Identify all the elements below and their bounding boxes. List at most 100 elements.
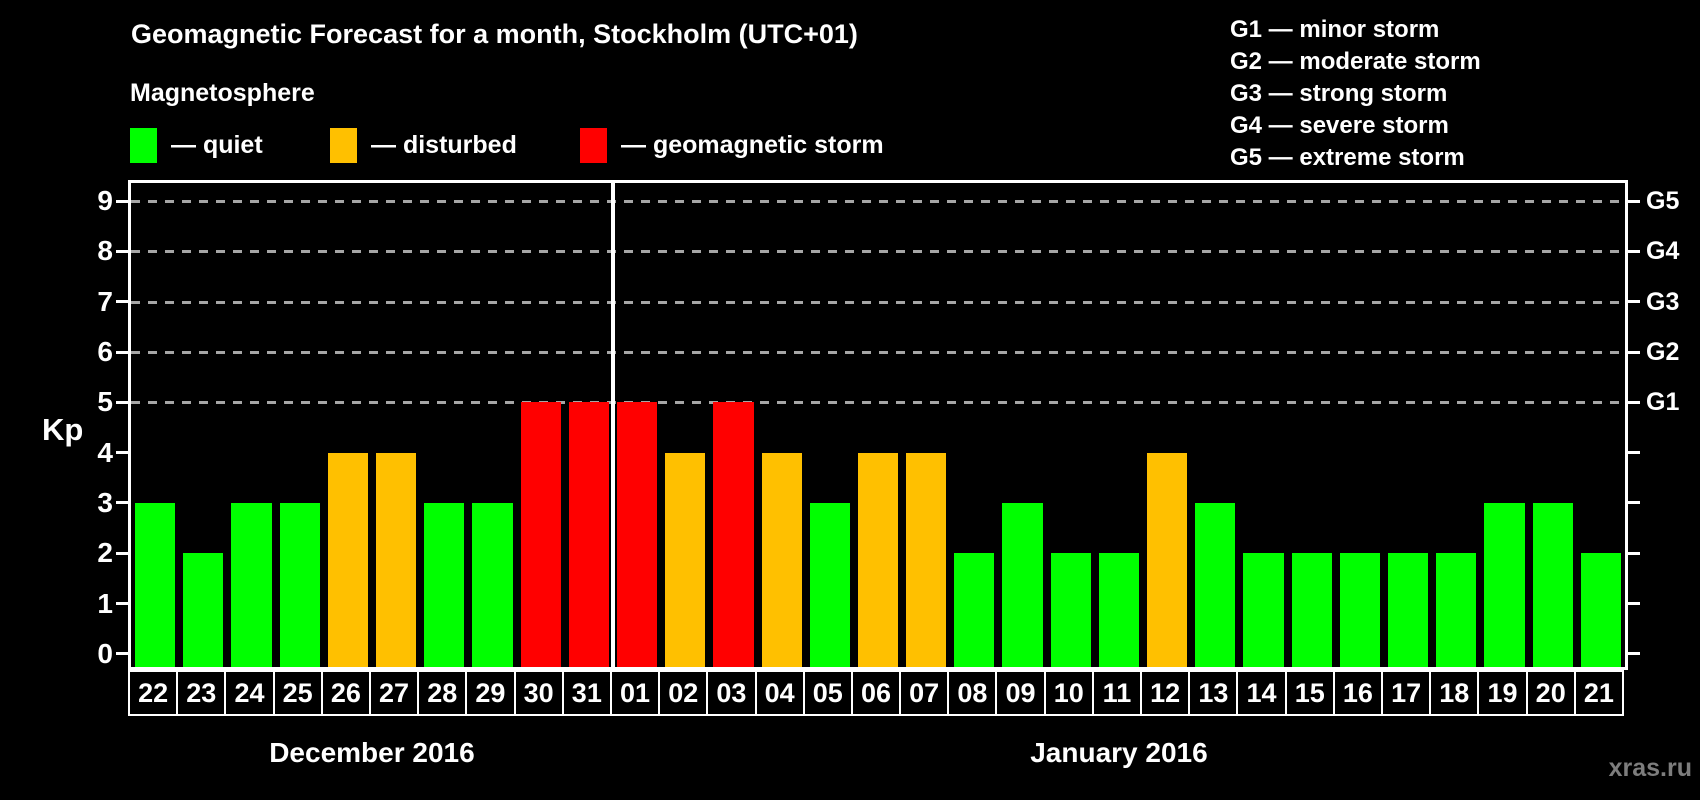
kp-tick-left-0 [116,652,128,656]
day-label-08: 08 [947,670,998,716]
gridline-kp5 [131,401,1625,405]
quiet-color-swatch [130,127,157,163]
gridline-kp8 [131,250,1625,254]
kp-tick-left-8 [116,249,128,253]
kp-axis-label-4: 4 [97,436,113,468]
kp-tick-right-2 [1628,551,1640,555]
legend-label-quiet: — quiet [171,130,263,159]
kp-bar-day-17 [1388,553,1429,667]
day-label-12: 12 [1140,670,1191,716]
xras-watermark: xras.ru [1608,754,1692,782]
kp-bar-day-12 [1147,452,1188,667]
day-label-31: 31 [561,670,612,716]
day-label-23: 23 [176,670,227,716]
day-label-04: 04 [754,670,805,716]
day-label-07: 07 [899,670,950,716]
kp-bar-day-15 [1291,553,1332,667]
kp-tick-left-2 [116,551,128,555]
month-separator-line [610,183,615,667]
g-legend-line-2: G2 — moderate storm [1230,48,1481,75]
day-label-25: 25 [272,670,323,716]
day-label-10: 10 [1043,670,1094,716]
g-axis-label-g4: G4 [1646,237,1680,266]
kp-bar-day-14 [1243,553,1284,667]
kp-axis-label-9: 9 [97,185,113,217]
kp-tick-left-4 [116,451,128,455]
kp-bar-day-04 [761,452,802,667]
day-label-22: 22 [128,670,179,716]
day-label-17: 17 [1381,670,1432,716]
day-label-21: 21 [1573,670,1624,716]
kp-tick-right-5 [1628,400,1640,404]
day-label-14: 14 [1236,670,1287,716]
kp-bar-day-09 [1002,502,1043,667]
day-label-03: 03 [706,670,757,716]
kp-tick-left-5 [116,400,128,404]
day-label-18: 18 [1429,670,1480,716]
legend-label-storm: — geomagnetic storm [621,130,884,159]
kp-axis-label-2: 2 [97,537,113,569]
kp-axis-label-8: 8 [97,235,113,267]
kp-tick-right-7 [1628,300,1640,304]
day-label-19: 19 [1477,670,1528,716]
day-label-24: 24 [224,670,275,716]
month-label-december: December 2016 [269,737,475,768]
day-label-02: 02 [658,670,709,716]
kp-bar-day-16 [1339,553,1381,667]
kp-axis-label-5: 5 [97,386,113,418]
kp-tick-right-9 [1628,199,1640,203]
day-label-20: 20 [1525,670,1576,716]
kp-axis-label-1: 1 [97,587,113,619]
kp-tick-left-3 [116,501,128,505]
day-label-26: 26 [320,670,371,716]
kp-bar-day-11 [1098,553,1140,667]
kp-bar-day-13 [1195,502,1236,667]
day-label-15: 15 [1284,670,1335,716]
g-axis-label-g5: G5 [1646,187,1680,216]
day-label-13: 13 [1188,670,1239,716]
kp-bar-day-28 [424,502,465,667]
g-axis-label-g2: G2 [1646,338,1680,367]
kp-bar-day-02 [665,452,706,667]
kp-tick-right-4 [1628,451,1640,455]
kp-tick-right-8 [1628,249,1640,253]
kp-tick-right-1 [1628,602,1640,606]
gridline-kp7 [131,300,1625,304]
kp-bar-day-26 [327,452,368,667]
kp-tick-left-9 [116,199,128,203]
month-label-january: January 2016 [1030,737,1208,768]
kp-bar-day-10 [1050,553,1091,667]
kp-bar-day-30 [520,402,561,667]
g-legend-line-5: G5 — extreme storm [1230,144,1465,171]
kp-bar-day-05 [809,502,850,667]
gridline-kp9 [131,200,1625,204]
kp-tick-left-1 [116,602,128,606]
kp-bar-day-18 [1436,553,1477,667]
kp-axis-title: Kp [42,412,84,447]
kp-bar-day-25 [279,502,320,667]
kp-tick-right-3 [1628,501,1640,505]
day-label-11: 11 [1091,670,1143,716]
day-label-27: 27 [368,670,420,716]
kp-axis-label-0: 0 [97,637,113,669]
kp-bar-day-01 [616,402,658,667]
g-scale-legend: G1 — minor storm G2 — moderate storm G3 — … [1230,14,1481,174]
kp-bar-day-24 [231,502,272,667]
kp-bar-day-20 [1532,502,1573,667]
kp-bar-day-31 [568,402,609,667]
kp-bar-day-08 [954,553,995,667]
day-label-09: 09 [995,670,1046,716]
legend-label-disturbed: — disturbed [371,130,517,159]
g-legend-line-4: G4 — severe storm [1230,112,1449,139]
legend-item-disturbed: — disturbed [330,126,517,164]
day-label-16: 16 [1332,670,1384,716]
g-axis-label-g1: G1 [1646,388,1680,417]
gridline-kp6 [131,351,1625,355]
legend-item-storm: — geomagnetic storm [580,126,884,164]
legend-item-quiet: — quiet [130,126,263,164]
kp-bar-day-23 [183,553,224,667]
kp-tick-right-0 [1628,652,1640,656]
g-legend-line-1: G1 — minor storm [1230,16,1440,43]
chart-title: Geomagnetic Forecast for a month, Stockh… [131,19,858,49]
